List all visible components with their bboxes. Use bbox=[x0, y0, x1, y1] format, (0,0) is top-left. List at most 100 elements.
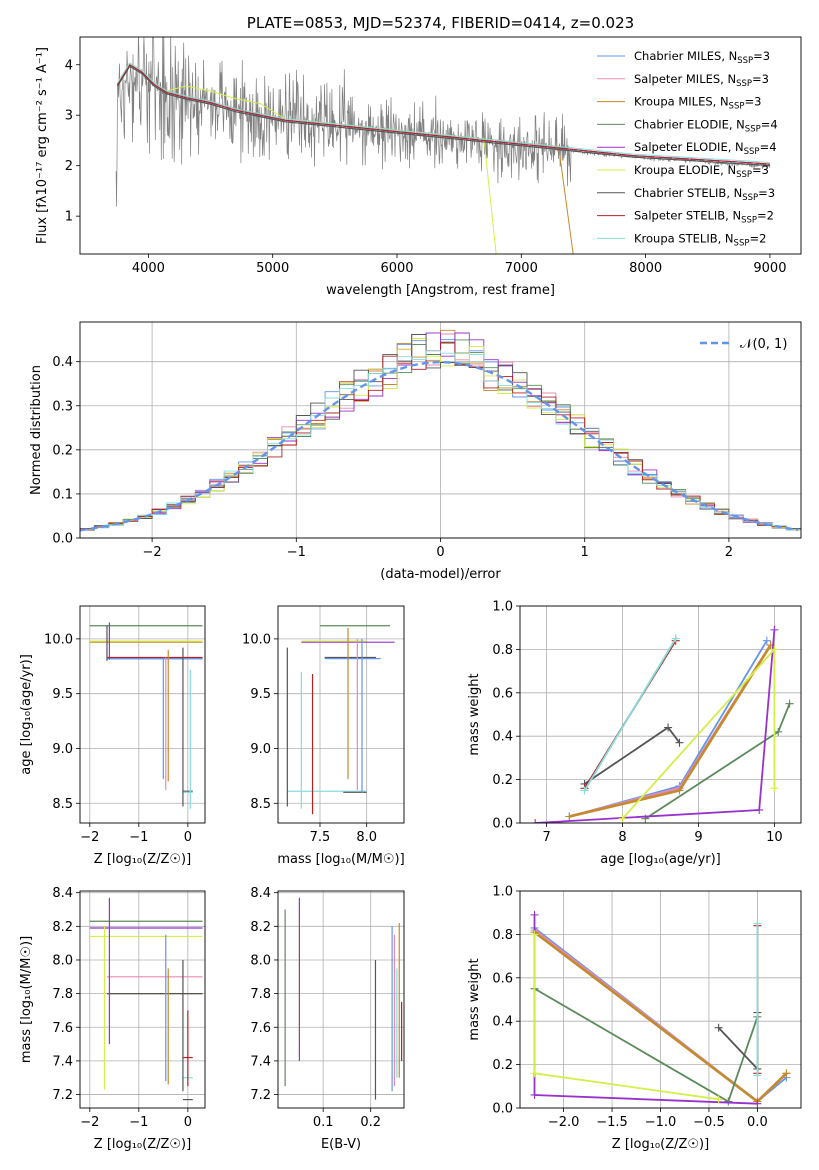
mass_vs_Z-plot-area bbox=[89, 897, 203, 1101]
x-axis-label: wavelength [Angstrom, rest frame] bbox=[326, 283, 555, 298]
x-tick-label: −0.5 bbox=[693, 1115, 725, 1130]
x-axis-label: mass [log₁₀(M/M☉)] bbox=[277, 852, 404, 867]
y-tick-label: 9.5 bbox=[250, 687, 271, 702]
weight-marker bbox=[753, 1099, 762, 1108]
x-tick-label: 0 bbox=[184, 1115, 192, 1130]
weight-marker bbox=[565, 812, 574, 821]
legend-label-sub: SSP bbox=[736, 170, 752, 180]
weight-marker bbox=[770, 625, 779, 634]
legend-label-sub: SSP bbox=[736, 79, 752, 89]
x-tick-label: −2 bbox=[143, 545, 162, 560]
y-axis-label: age [log₁₀(age/yr)] bbox=[19, 654, 34, 775]
y-tick-label: 0.8 bbox=[492, 643, 513, 658]
y-tick-label: 8.2 bbox=[250, 920, 271, 935]
weight-marker bbox=[774, 727, 783, 736]
x-tick-label: −2 bbox=[80, 1115, 99, 1130]
y-tick-label: 9.0 bbox=[52, 742, 73, 757]
legend-label-sub: SSP bbox=[734, 238, 750, 248]
mass_vs_EBV-panel: 0.1 0.2 7.2 7.4 7.6 7.8 8.0 8.2 8.4 E(B-V) bbox=[250, 886, 405, 1152]
y-tick-label: 0.4 bbox=[492, 730, 513, 745]
y-tick-label: 7.6 bbox=[250, 1021, 271, 1036]
model-line-8 bbox=[116, 62, 770, 164]
legend-label-6: Chabrier STELIB, NSSP=3 bbox=[634, 186, 775, 203]
legend-label-5: Kroupa ELODIE, NSSP=3 bbox=[634, 163, 769, 180]
x-axis-label: age [log₁₀(age/yr)] bbox=[600, 852, 721, 867]
x-tick-label: 10 bbox=[766, 830, 783, 845]
weight-marker bbox=[664, 723, 673, 732]
weight-marker bbox=[671, 634, 680, 643]
mass_weight_vs_Z-plot-area bbox=[530, 910, 791, 1108]
x-tick-label: −1.0 bbox=[645, 1115, 677, 1130]
y-tick-label: 1.0 bbox=[492, 885, 513, 900]
age_vs_mass-panel: 7.5 8.0 8.5 9.0 9.5 10.0 mass [log₁₀(M/M☉)] bbox=[242, 605, 405, 867]
x-tick-label: 8000 bbox=[629, 261, 662, 276]
x-tick-label: 9000 bbox=[753, 261, 786, 276]
age_vs_Z-plot-area bbox=[89, 622, 203, 809]
mass_vs_Z-panel: mass [log₁₀(M/M☉)] −2 −1 0 7.2 7.4 7.6 7.8 8.0 8.… bbox=[19, 886, 206, 1152]
y-axis-label: Normed distribution bbox=[29, 365, 44, 495]
y-tick-label: 8.0 bbox=[52, 953, 73, 968]
weight-marker bbox=[675, 786, 684, 795]
y-tick-label: 0.4 bbox=[492, 1015, 513, 1030]
y-tick-label: 7.6 bbox=[52, 1021, 73, 1036]
y-tick-label: 2 bbox=[65, 159, 73, 174]
legend-label-suffix: =2 bbox=[757, 209, 774, 223]
x-tick-label: 0.2 bbox=[360, 1115, 381, 1130]
x-tick-label: −1 bbox=[129, 1115, 148, 1130]
y-tick-label: 7.8 bbox=[52, 987, 73, 1002]
y-axis-label: mass weight bbox=[467, 958, 482, 1040]
legend-label-suffix: =3 bbox=[758, 186, 775, 200]
spectrum-panel: PLATE=0853, MJD=52374, FIBERID=0414, z=0… bbox=[35, 14, 802, 298]
legend-label-suffix: =3 bbox=[753, 49, 770, 63]
weight-marker bbox=[530, 910, 539, 919]
legend-label-text: Salpeter STELIB, N bbox=[634, 209, 741, 223]
y-tick-label: 0.6 bbox=[492, 686, 513, 701]
x-tick-label: 7000 bbox=[505, 261, 538, 276]
x-tick-label: 4000 bbox=[132, 261, 165, 276]
y-tick-label: 8.2 bbox=[52, 920, 73, 935]
y-tick-label: 0.4 bbox=[52, 355, 73, 370]
plot-frame bbox=[519, 605, 802, 824]
y-tick-label: 7.2 bbox=[52, 1088, 73, 1103]
y-tick-label: 1 bbox=[65, 210, 73, 225]
weight-marker bbox=[530, 1090, 539, 1099]
legend-label-8: Kroupa STELIB, NSSP=2 bbox=[634, 231, 766, 248]
legend-label-text: Kroupa STELIB, N bbox=[634, 231, 734, 245]
legend-label-1: Salpeter MILES, NSSP=3 bbox=[634, 72, 769, 89]
y-tick-label: 10.0 bbox=[242, 632, 271, 647]
x-tick-label: 8 bbox=[618, 830, 626, 845]
legend-label-sub: SSP bbox=[737, 56, 753, 66]
x-tick-label: 0.1 bbox=[313, 1115, 334, 1130]
legend-label-sub: SSP bbox=[744, 147, 760, 157]
legend-label-suffix: =4 bbox=[761, 117, 778, 131]
y-tick-label: 0.0 bbox=[492, 1102, 513, 1117]
y-tick-label: 7.8 bbox=[250, 987, 271, 1002]
mass_weight_vs_Z-panel: mass weight −2.0 −1.5 −1.0 −0.5 0.0 0.0 0.2 0.4 0… bbox=[467, 885, 802, 1152]
x-tick-label: −2.0 bbox=[548, 1115, 580, 1130]
x-tick-label: 8.0 bbox=[356, 830, 377, 845]
weight-marker bbox=[755, 805, 764, 814]
legend-label-2: Kroupa MILES, NSSP=3 bbox=[634, 95, 761, 112]
histogram-step-8 bbox=[80, 350, 801, 531]
legend-label-text: Salpeter MILES, N bbox=[634, 72, 736, 86]
y-tick-label: 7.4 bbox=[52, 1054, 73, 1069]
y-tick-label: 1.0 bbox=[492, 600, 513, 615]
weight-marker bbox=[785, 699, 794, 708]
y-tick-label: 0.2 bbox=[492, 773, 513, 788]
y-tick-label: 0.8 bbox=[492, 928, 513, 943]
x-tick-label: −1 bbox=[129, 830, 148, 845]
age_vs_mass-plot-area bbox=[286, 625, 395, 815]
legend-label-suffix: =3 bbox=[752, 163, 769, 177]
weight-line-5 bbox=[533, 934, 719, 1101]
x-axis-label: Z [log₁₀(Z/Z☉)] bbox=[94, 1137, 191, 1152]
y-tick-label: 9.0 bbox=[250, 742, 271, 757]
x-axis-label: E(B-V) bbox=[321, 1137, 361, 1152]
x-tick-label: 2 bbox=[725, 545, 733, 560]
spectrum-plot-area bbox=[115, 37, 771, 254]
legend-label-suffix: =3 bbox=[744, 95, 761, 109]
weight-marker bbox=[762, 636, 771, 645]
x-tick-label: 1 bbox=[581, 545, 589, 560]
legend-label-suffix: =3 bbox=[752, 72, 769, 86]
